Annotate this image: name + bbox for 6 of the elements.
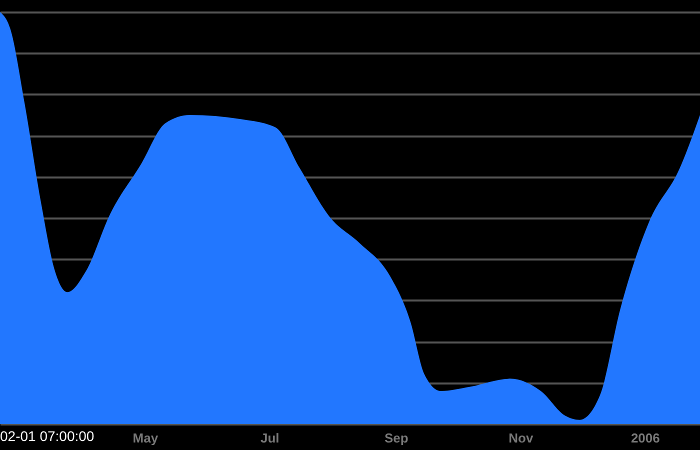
x-tick-label: 2006 (630, 430, 660, 446)
x-tick-label: Jul (260, 430, 280, 446)
x-tick-label: May (132, 430, 159, 446)
x-tick-label: Sep (384, 430, 408, 446)
x-tick-label: Nov (508, 430, 534, 446)
text: 02-01 07:00:00 (0, 428, 94, 444)
